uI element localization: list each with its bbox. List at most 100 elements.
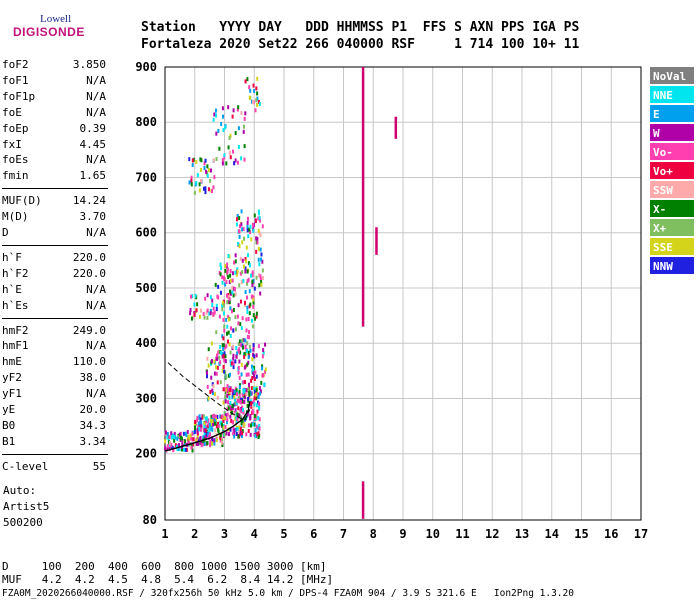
echo-point <box>191 158 194 163</box>
legend-swatch-vo- <box>650 162 694 179</box>
echo-point <box>249 230 252 235</box>
echo-point <box>197 424 200 429</box>
echo-point <box>166 435 169 440</box>
echo-point <box>233 287 236 292</box>
echo-point <box>198 182 201 187</box>
echo-point <box>225 264 228 269</box>
param-foes: foEs N/A <box>2 153 106 167</box>
echo-point <box>182 440 185 445</box>
echo-point <box>258 230 261 235</box>
echo-point <box>221 158 224 163</box>
echo-point <box>212 422 215 427</box>
echo-point <box>249 416 252 421</box>
distance-row: D 100 200 400 600 800 1000 1500 3000 [km… <box>2 560 327 573</box>
echo-point <box>203 439 206 444</box>
echo-point <box>247 234 250 239</box>
echo-point <box>245 245 248 250</box>
echo-point <box>220 422 223 427</box>
echo-point <box>241 431 244 436</box>
echo-point <box>236 214 239 219</box>
param-value: 220.0 <box>72 250 106 264</box>
echo-point <box>246 403 249 408</box>
echo-point <box>253 389 256 394</box>
echo-point <box>228 300 231 305</box>
echo-point <box>173 438 176 443</box>
header-labels: Station YYYY DAY DDD HHMMSS P1 FFS S AXN… <box>141 20 580 35</box>
echo-point <box>226 272 229 277</box>
echo-point <box>241 270 244 275</box>
echo-point <box>219 433 222 438</box>
echo-point <box>217 424 220 429</box>
echo-point <box>251 408 254 413</box>
echo-point <box>190 445 193 450</box>
echo-point <box>231 420 234 425</box>
echo-point <box>247 397 250 402</box>
echo-point <box>236 392 239 397</box>
echo-point <box>193 302 196 307</box>
echo-point <box>188 180 191 185</box>
echo-point <box>232 353 235 358</box>
echo-point <box>238 347 241 352</box>
echo-point <box>236 351 239 356</box>
echo-point <box>177 447 180 452</box>
echo-point <box>222 418 225 423</box>
echo-point <box>258 215 261 220</box>
echo-point <box>238 339 241 344</box>
param-value: 3.34 <box>79 434 107 448</box>
echo-point <box>240 326 243 331</box>
echo-spike <box>361 481 365 519</box>
x-tick-label: 11 <box>455 527 469 541</box>
echo-point <box>240 397 243 402</box>
echo-point <box>258 102 261 107</box>
echo-point <box>212 384 215 389</box>
echo-point <box>250 378 253 383</box>
echo-point <box>168 446 171 451</box>
echo-point <box>239 271 242 276</box>
logo-digisonde: DIGISONDE <box>13 25 85 39</box>
echo-point <box>240 421 243 426</box>
echo-point <box>224 413 227 418</box>
echo-point <box>229 406 232 411</box>
echo-point <box>247 350 250 355</box>
echo-point <box>204 296 207 301</box>
echo-point <box>258 426 261 431</box>
legend-swatch-ssw <box>650 181 694 198</box>
echo-point <box>199 167 202 172</box>
echo-point <box>173 431 176 436</box>
echo-point <box>237 365 240 370</box>
echo-point <box>238 224 241 229</box>
echo-point <box>244 269 247 274</box>
echo-point <box>228 135 231 140</box>
echo-point <box>251 375 254 380</box>
echo-point <box>177 435 180 440</box>
echo-point <box>248 335 251 340</box>
echo-point <box>203 421 206 426</box>
param-value: 249.0 <box>72 323 106 337</box>
echo-point <box>216 395 219 400</box>
echo-point <box>205 370 208 375</box>
echo-point <box>228 388 231 393</box>
param-label: yF1 <box>2 387 22 401</box>
echo-point <box>248 390 251 395</box>
echo-point <box>238 413 241 418</box>
echo-point <box>252 278 255 283</box>
param-yf2: yF2 38.0 <box>2 371 106 385</box>
echo-point <box>231 290 234 295</box>
legend-label: X+ <box>653 222 667 235</box>
echo-point <box>254 316 257 321</box>
echo-point <box>223 328 226 333</box>
echo-point <box>255 374 258 379</box>
echo-point <box>261 224 264 229</box>
echo-point <box>240 280 243 285</box>
echo-point <box>190 182 193 187</box>
echo-point <box>171 445 174 450</box>
echo-point <box>256 240 259 245</box>
echo-point <box>193 190 196 195</box>
echo-point <box>252 304 255 309</box>
echo-point <box>260 280 263 285</box>
echo-point <box>170 435 173 440</box>
y-tick-label: 500 <box>135 281 157 295</box>
echo-point <box>180 435 183 440</box>
echo-point <box>226 383 229 388</box>
param-label: h`F2 <box>2 266 29 280</box>
